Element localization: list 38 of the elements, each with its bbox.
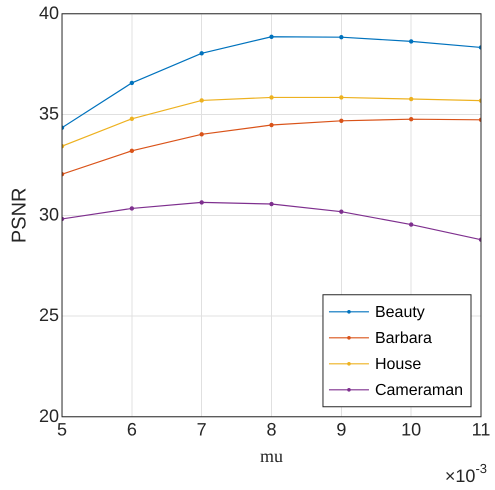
y-tick-label: 25 [38,305,60,326]
point [130,80,134,86]
x-tick-label: 9 [336,420,346,440]
x-tick-label: 6 [126,420,137,440]
point [408,96,414,102]
point [130,148,134,154]
legend-label: House [374,356,422,374]
x-tick-label: 8 [266,420,277,440]
point [199,200,204,205]
x-tick-label: 5 [57,420,68,440]
point [339,95,344,100]
point [339,118,344,123]
y-tick-label: 20 [38,406,60,426]
legend-label: Cameraman [374,382,463,400]
y-axis-title: PSNR [8,188,31,244]
x-axis-title: mu [260,446,284,466]
x-tick-label: 7 [196,420,207,440]
point [199,51,204,56]
x-tick-label: 10 [401,420,422,440]
point [269,122,274,128]
point [408,116,414,122]
legend-label: Barbara [374,330,432,348]
point [408,222,414,227]
y-tick-label: 30 [38,204,60,224]
point [130,116,134,121]
y-tick-label: 40 [38,2,60,23]
x-tick-label: 11 [472,420,490,440]
point [199,98,204,103]
point [199,132,204,136]
point [269,202,274,206]
y-tick-label: 35 [38,104,60,124]
point [269,95,274,100]
legend-label: Beauty [374,304,425,322]
point [339,209,344,214]
point [269,34,274,39]
point [130,206,134,211]
point [339,34,344,40]
point [408,39,414,44]
